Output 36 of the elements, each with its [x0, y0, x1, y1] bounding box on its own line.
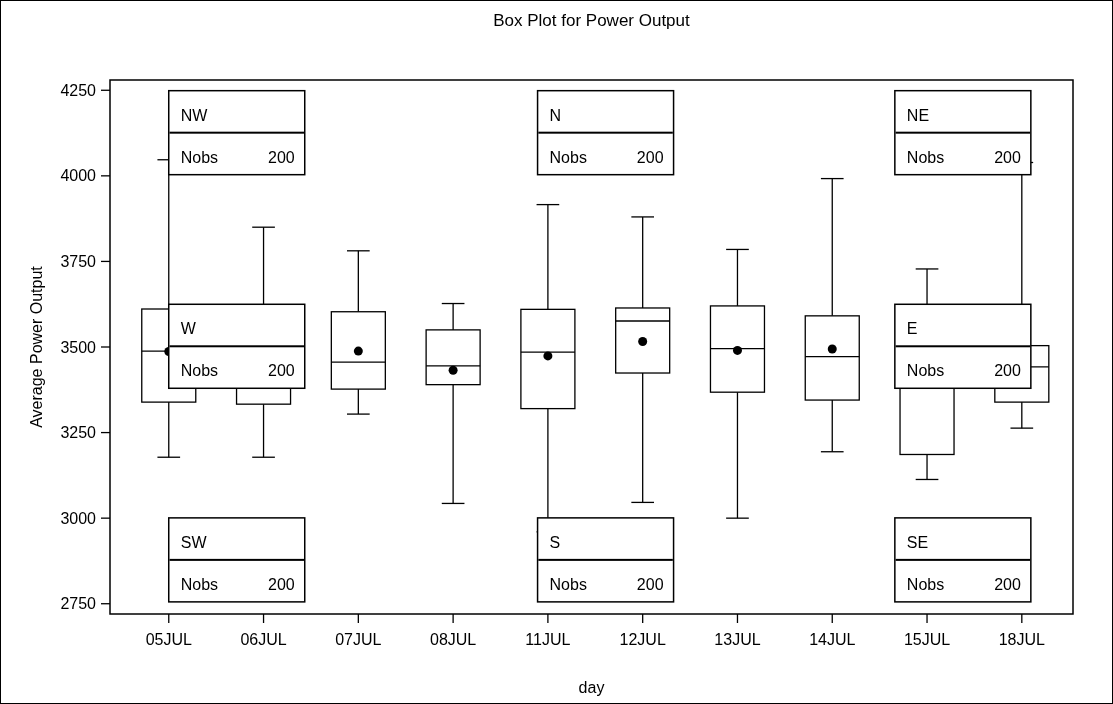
text: Nobs 200 — [180, 362, 295, 380]
text: Nobs 200 — [906, 362, 1021, 380]
annotation: NW — [180, 106, 209, 124]
x-tick-label: 07JUL — [335, 631, 382, 648]
annotation: S — [549, 533, 561, 551]
x-tick-label: 05JUL — [145, 631, 192, 648]
x-tick-label: 18JUL — [998, 631, 1046, 648]
y-tick-label: 3500 — [60, 338, 97, 356]
x-tick-label: 15JUL — [903, 631, 951, 648]
annotation: E — [906, 320, 918, 338]
x-tick-label: 06JUL — [240, 631, 287, 648]
x-tick-label: 12JUL — [619, 631, 666, 648]
text: Nobs 200 — [549, 148, 664, 166]
y-tick-label: 3250 — [60, 424, 97, 442]
x-tick-label: 08JUL — [429, 631, 477, 648]
x-tick-label: 13JUL — [714, 631, 761, 648]
annotation: NE — [906, 106, 930, 124]
text: Nobs 200 — [180, 575, 295, 593]
annotation: W — [180, 320, 197, 338]
annotation: SE — [906, 533, 929, 551]
annotation: N — [549, 106, 562, 124]
text: Nobs 200 — [549, 575, 664, 593]
y-tick-label: 2750 — [60, 595, 97, 613]
y-tick-label: 4250 — [60, 81, 97, 99]
y-axis-title: Average Power Output — [28, 265, 45, 428]
x-tick-label: 11JUL — [525, 631, 571, 648]
text: Nobs 200 — [906, 575, 1021, 593]
annotation: SW — [180, 533, 208, 551]
text: Nobs 200 — [906, 148, 1021, 166]
y-tick-label: 3750 — [60, 253, 97, 271]
y-tick-label: 3000 — [60, 509, 97, 527]
y-tick-label: 4000 — [60, 167, 97, 185]
text: Nobs 200 — [180, 148, 295, 166]
chart-title: Box Plot for Power Output — [493, 11, 691, 30]
x-tick-label: 14JUL — [809, 631, 856, 648]
x-axis-title: day — [578, 679, 605, 696]
